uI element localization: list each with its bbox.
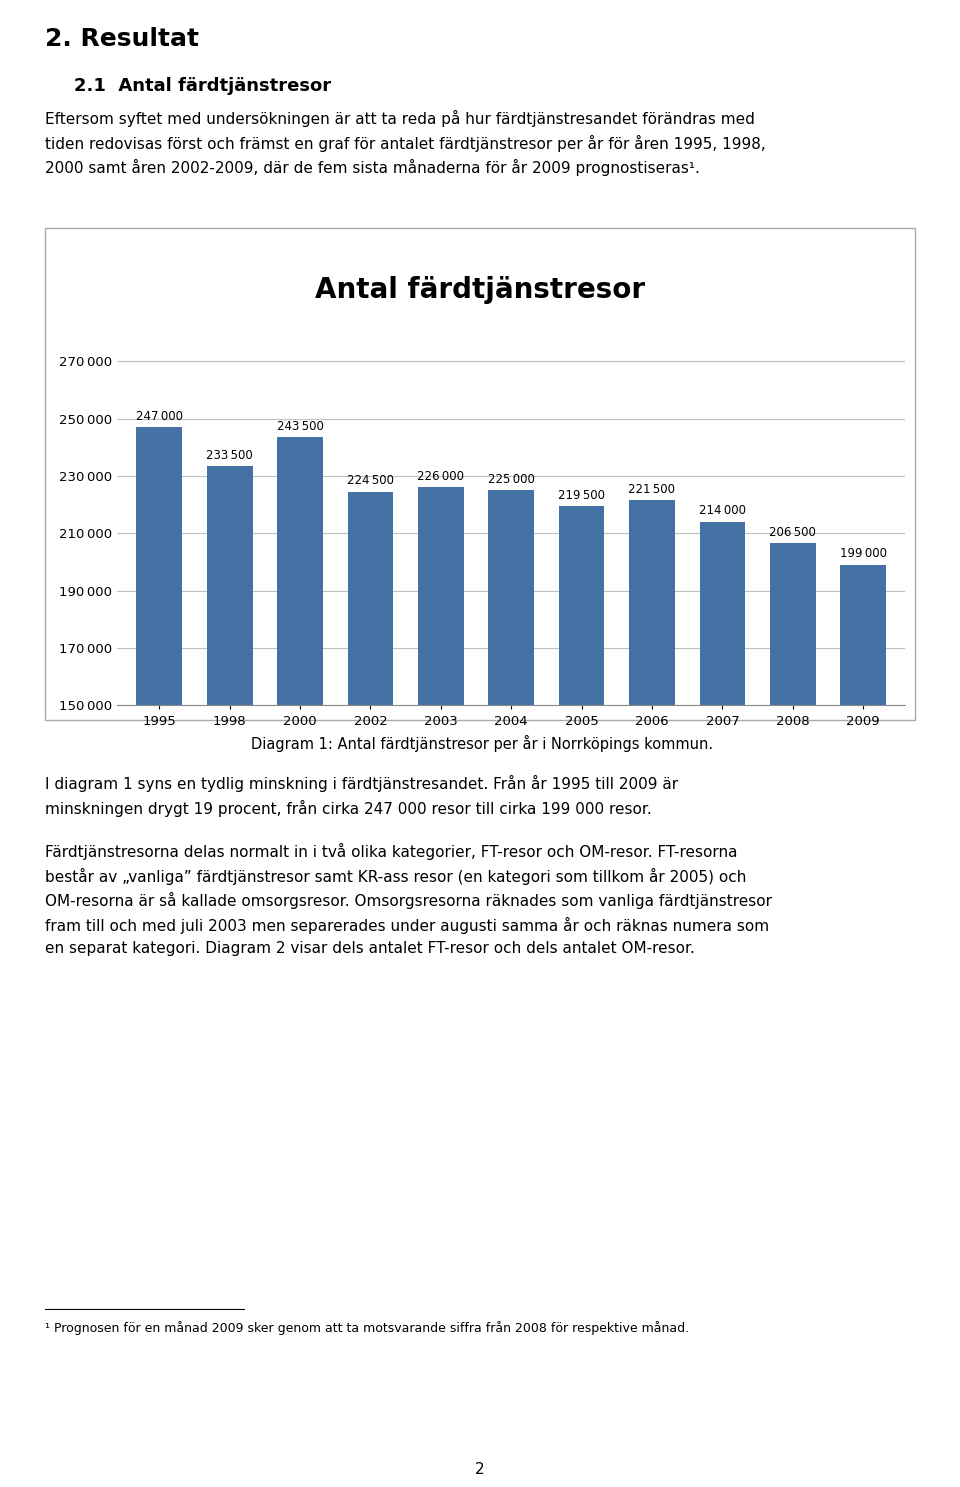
Bar	[348, 492, 394, 1135]
Bar	[418, 488, 464, 1135]
Text: 219 500: 219 500	[558, 489, 605, 501]
Text: 226 000: 226 000	[418, 470, 465, 483]
Text: 214 000: 214 000	[699, 504, 746, 517]
Bar	[277, 437, 323, 1135]
Text: Färdtjänstresorna delas normalt in i två olika kategorier, FT-resor och OM-resor: Färdtjänstresorna delas normalt in i två…	[45, 843, 772, 956]
Text: 233 500: 233 500	[206, 449, 253, 461]
Text: 225 000: 225 000	[488, 473, 535, 486]
Text: 206 500: 206 500	[769, 526, 816, 538]
Text: 2. Resultat: 2. Resultat	[45, 27, 199, 51]
Bar	[770, 543, 816, 1135]
Text: 2: 2	[475, 1462, 485, 1477]
Text: ¹ Prognosen för en månad 2009 sker genom att ta motsvarande siffra från 2008 för: ¹ Prognosen för en månad 2009 sker genom…	[45, 1320, 689, 1335]
Text: 2.1  Antal färdtjänstresor: 2.1 Antal färdtjänstresor	[74, 77, 331, 95]
Bar	[629, 500, 675, 1135]
Text: Antal färdtjänstresor: Antal färdtjänstresor	[315, 277, 645, 303]
Text: I diagram 1 syns en tydlig minskning i färdtjänstresandet. Från år 1995 till 200: I diagram 1 syns en tydlig minskning i f…	[45, 775, 678, 816]
Text: 221 500: 221 500	[629, 483, 676, 497]
Text: Eftersom syftet med undersökningen är att ta reda på hur färdtjänstresandet förä: Eftersom syftet med undersökningen är at…	[45, 110, 766, 177]
Text: 243 500: 243 500	[276, 419, 324, 433]
Text: 224 500: 224 500	[347, 474, 394, 488]
Bar	[136, 427, 182, 1135]
Bar	[206, 465, 252, 1135]
Bar	[700, 522, 745, 1135]
Bar	[840, 565, 886, 1135]
Text: 247 000: 247 000	[135, 410, 182, 422]
Bar	[559, 506, 605, 1135]
Text: 199 000: 199 000	[840, 547, 887, 561]
Text: Diagram 1: Antal färdtjänstresor per år i Norrköpings kommun.: Diagram 1: Antal färdtjänstresor per år …	[252, 735, 713, 751]
Bar	[489, 491, 534, 1135]
